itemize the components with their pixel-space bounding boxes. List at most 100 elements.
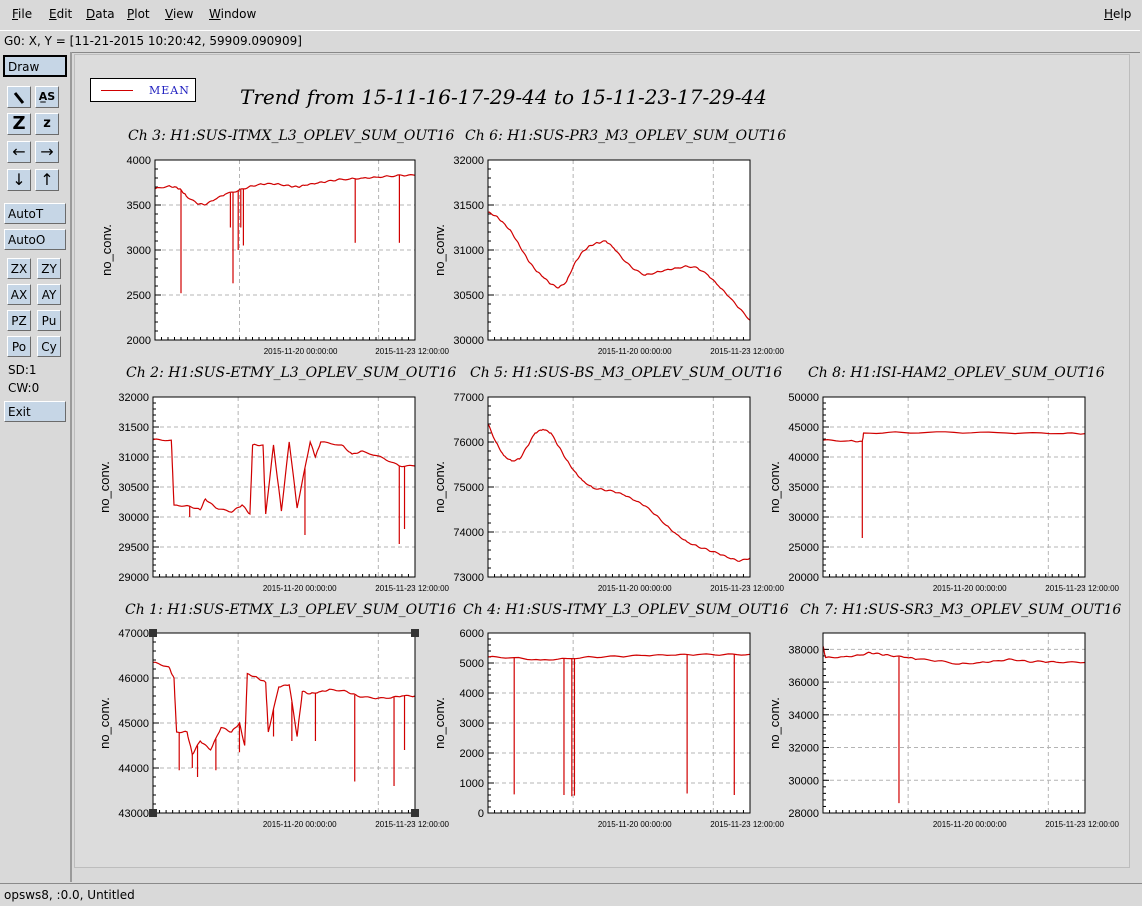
- plot-panel[interactable]: 73000 74000 75000 76000 77000 2015-11-20 00:0…: [428, 387, 790, 607]
- arrow-up-icon: ↑: [40, 170, 54, 189]
- selection-handle[interactable]: [149, 809, 157, 817]
- y-tick-label: 3000: [460, 718, 484, 730]
- series-line: [154, 173, 416, 206]
- x-tick-label: 2015-11-23 12:00:00: [375, 584, 449, 593]
- ax-button[interactable]: AX: [7, 284, 31, 305]
- plot-title: Ch 3: H1:SUS-ITMX_L3_OPLEV_SUM_OUT16: [128, 128, 455, 144]
- draw-button[interactable]: Draw: [3, 55, 67, 77]
- zx-button[interactable]: ZX: [7, 258, 31, 279]
- plot-area: [488, 160, 750, 340]
- y-tick-label: 50000: [788, 392, 819, 404]
- x-tick-label: 2015-11-23 12:00:00: [375, 820, 449, 829]
- selection-handle[interactable]: [149, 629, 157, 637]
- exit-button[interactable]: Exit: [4, 401, 66, 422]
- x-tick-label: 2015-11-20 00:00:00: [933, 584, 1007, 593]
- plot-frame: [487, 159, 751, 341]
- menu-window[interactable]: Window: [209, 7, 257, 21]
- menu-data[interactable]: Data: [86, 7, 115, 21]
- plot-panel[interactable]: 2000 2500 3000 3500 4000 2015-11-20 00:00:00 2…: [95, 150, 455, 370]
- plot-panel[interactable]: 28000 30000 32000 34000 36000 38000 2015-11-20…: [763, 623, 1125, 843]
- y-tick-label: 45000: [788, 422, 819, 434]
- y-tick-label: 0: [478, 808, 484, 820]
- x-tick-label: 2015-11-23 12:00:00: [375, 347, 449, 356]
- y-axis-label: no_conv.: [432, 461, 447, 513]
- pan-down-button[interactable]: ↓: [7, 169, 31, 191]
- y-tick-label: 20000: [788, 572, 819, 584]
- ay-button[interactable]: AY: [37, 284, 61, 305]
- menu-plot[interactable]: Plot: [127, 7, 150, 21]
- menu-help[interactable]: Help: [1104, 7, 1132, 21]
- zoom-out-button[interactable]: z: [35, 113, 59, 135]
- pan-right-button[interactable]: →: [35, 141, 59, 163]
- series-line: [152, 438, 416, 516]
- plot-panel[interactable]: 30000 30500 31000 31500 32000 2015-11-20 00:0…: [428, 150, 790, 370]
- x-tick-label: 2015-11-20 00:00:00: [263, 584, 337, 593]
- magnify-button[interactable]: [7, 86, 31, 108]
- pz-button[interactable]: PZ: [7, 310, 31, 331]
- zoom-in-button[interactable]: Z: [7, 113, 31, 135]
- y-tick-label: 30000: [788, 512, 819, 524]
- y-tick-label: 75000: [453, 482, 484, 494]
- menu-view[interactable]: View: [165, 7, 194, 21]
- y-axis-label: no_conv.: [99, 224, 114, 276]
- menu-file[interactable]: File: [12, 7, 33, 21]
- plot-title: Ch 5: H1:SUS-BS_M3_OPLEV_SUM_OUT16: [470, 365, 783, 381]
- y-axis-label: no_conv.: [767, 461, 782, 513]
- series-line: [487, 423, 751, 562]
- y-tick-label: 46000: [118, 673, 149, 685]
- x-tick-label: 2015-11-23 12:00:00: [710, 584, 784, 593]
- menu-edit[interactable]: Edit: [49, 7, 73, 21]
- x-tick-label: 2015-11-23 12:00:00: [1045, 584, 1119, 593]
- y-tick-label: 73000: [453, 572, 484, 584]
- magnify-icon: [13, 92, 25, 104]
- coordinate-bar: G0: X, Y = [11-21-2015 10:20:42, 59909.0…: [0, 30, 1140, 53]
- arrow-down-icon: ↓: [12, 170, 26, 189]
- y-tick-label: 31500: [453, 200, 484, 212]
- arrow-right-icon: →: [40, 142, 54, 161]
- menu-bar: File Edit Data Plot View Window Help: [0, 0, 1142, 30]
- autoo-button[interactable]: AutoO: [4, 229, 66, 250]
- y-tick-label: 30000: [453, 335, 484, 347]
- series-line: [822, 645, 1086, 665]
- y-tick-label: 76000: [453, 437, 484, 449]
- zy-button[interactable]: ZY: [37, 258, 61, 279]
- y-axis-label: no_conv.: [767, 697, 782, 749]
- selection-handle[interactable]: [411, 809, 419, 817]
- y-tick-label: 3000: [127, 245, 151, 257]
- x-tick-label: 2015-11-20 00:00:00: [598, 584, 672, 593]
- y-tick-label: 31000: [118, 452, 149, 464]
- pan-up-button[interactable]: ↑: [35, 169, 59, 191]
- cy-button[interactable]: Cy: [37, 336, 61, 357]
- y-tick-label: 4000: [460, 688, 484, 700]
- series-line: [487, 653, 751, 661]
- plot-panel[interactable]: 0 1000 2000 3000 4000 5000 6000 2015-11-20 00:0…: [428, 623, 790, 843]
- y-tick-label: 30500: [118, 482, 149, 494]
- status-bar: opsws8, :0.0, Untitled: [0, 883, 1142, 906]
- plot-panel[interactable]: 20000 25000 30000 35000 40000 45000 50000 2015-…: [763, 387, 1125, 607]
- text-button[interactable]: A̲S: [35, 86, 59, 108]
- x-tick-label: 2015-11-23 12:00:00: [1045, 820, 1119, 829]
- po-button[interactable]: Po: [7, 336, 31, 357]
- x-tick-label: 2015-11-20 00:00:00: [598, 347, 672, 356]
- y-tick-label: 43000: [118, 808, 149, 820]
- y-axis-label: no_conv.: [97, 697, 112, 749]
- selection-handle[interactable]: [411, 629, 419, 637]
- y-tick-label: 31500: [118, 422, 149, 434]
- autot-button[interactable]: AutoT: [4, 203, 66, 224]
- plot-area: [488, 397, 750, 577]
- plot-panel[interactable]: 43000 44000 45000 46000 47000 2015-11-20 00:0…: [93, 623, 455, 843]
- plot-frame: [152, 396, 416, 578]
- plot-panel[interactable]: 29000 29500 30000 30500 31000 31500 32000 2015-…: [93, 387, 455, 607]
- plot-frame: [152, 632, 416, 814]
- pan-left-button[interactable]: ←: [7, 141, 31, 163]
- y-tick-label: 32000: [453, 155, 484, 167]
- toolbox: Draw A̲S Z z ← → ↓ ↑ AutoT AutoO ZX ZY A…: [0, 52, 72, 882]
- x-tick-label: 2015-11-23 12:00:00: [710, 820, 784, 829]
- y-tick-label: 30500: [453, 290, 484, 302]
- y-tick-label: 38000: [788, 644, 819, 656]
- y-tick-label: 44000: [118, 763, 149, 775]
- pu-button[interactable]: Pu: [37, 310, 61, 331]
- plot-frame: [487, 632, 751, 814]
- y-tick-label: 25000: [788, 542, 819, 554]
- y-tick-label: 74000: [453, 527, 484, 539]
